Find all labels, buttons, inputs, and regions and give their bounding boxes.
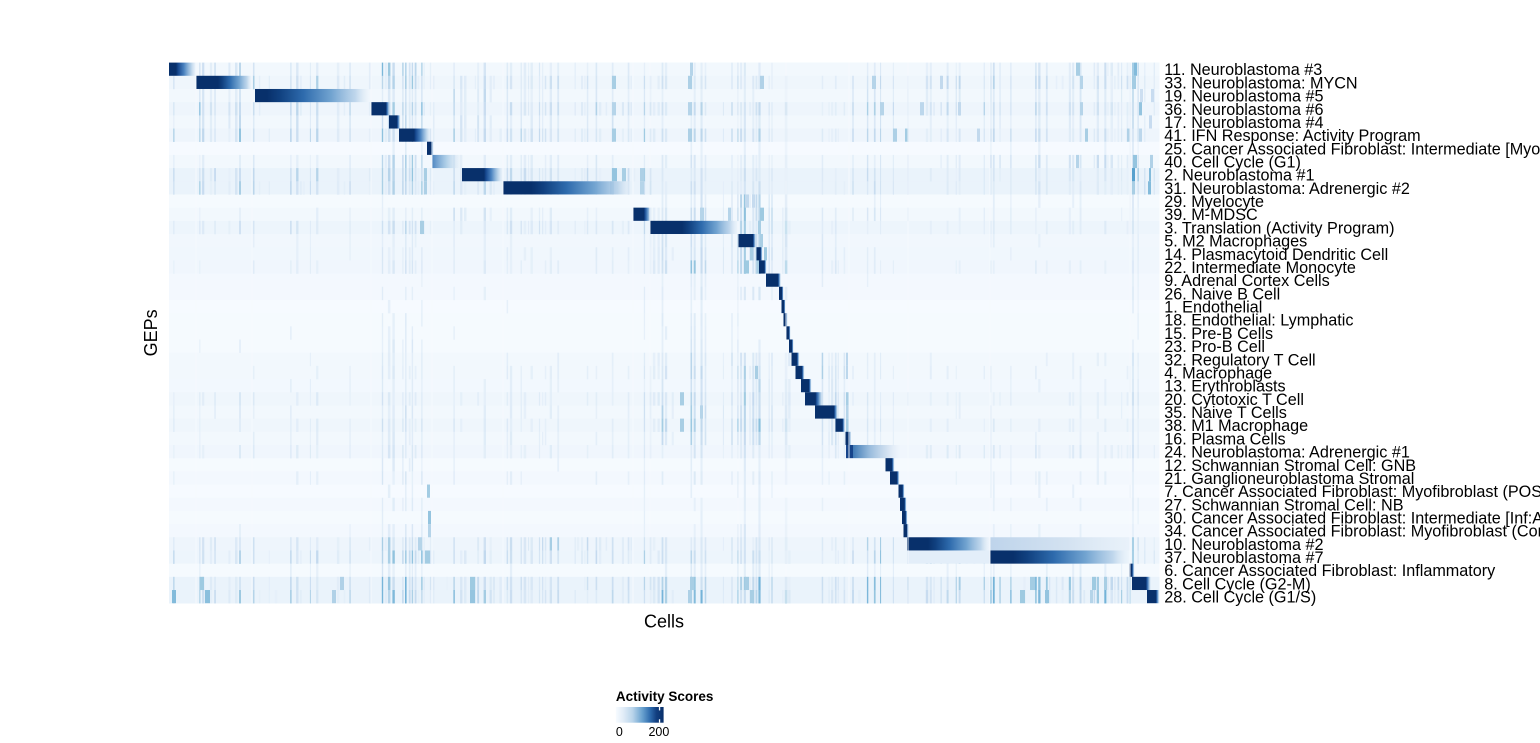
svg-text:36. Neuroblastoma #6: 36. Neuroblastoma #6 <box>1164 101 1323 119</box>
svg-text:30. Cancer Associated Fibrobla: 30. Cancer Associated Fibroblast: Interm… <box>1164 510 1540 528</box>
svg-text:19. Neuroblastoma #5: 19. Neuroblastoma #5 <box>1164 88 1323 106</box>
svg-text:200: 200 <box>648 725 669 739</box>
svg-text:23. Pro-B Cell: 23. Pro-B Cell <box>1164 338 1265 356</box>
svg-text:1. Endothelial: 1. Endothelial <box>1164 299 1262 317</box>
svg-text:20. Cytotoxic T Cell: 20. Cytotoxic T Cell <box>1164 391 1304 409</box>
svg-text:Cells: Cells <box>644 611 684 631</box>
svg-text:34. Cancer Associated Fibrobla: 34. Cancer Associated Fibroblast: Myofib… <box>1164 523 1540 541</box>
svg-text:28. Cell Cycle (G1/S): 28. Cell Cycle (G1/S) <box>1164 589 1316 607</box>
svg-text:25. Cancer Associated Fibrobla: 25. Cancer Associated Fibroblast: Interm… <box>1164 140 1540 158</box>
svg-text:8. Cell Cycle (G2-M): 8. Cell Cycle (G2-M) <box>1164 575 1311 593</box>
svg-text:39. M-MDSC: 39. M-MDSC <box>1164 206 1258 224</box>
svg-text:37. Neuroblastoma #7: 37. Neuroblastoma #7 <box>1164 549 1323 567</box>
svg-text:27. Schwannian Stromal Cell: N: 27. Schwannian Stromal Cell: NB <box>1164 496 1403 514</box>
svg-text:17. Neuroblastoma #4: 17. Neuroblastoma #4 <box>1164 114 1323 132</box>
svg-text:Activity Scores: Activity Scores <box>616 689 714 704</box>
svg-text:31. Neuroblastoma: Adrenergic: 31. Neuroblastoma: Adrenergic #2 <box>1164 180 1410 198</box>
svg-text:15. Pre-B Cells: 15. Pre-B Cells <box>1164 325 1273 343</box>
svg-text:6. Cancer Associated Fibroblas: 6. Cancer Associated Fibroblast: Inflamm… <box>1164 562 1496 580</box>
svg-text:9. Adrenal Cortex Cells: 9. Adrenal Cortex Cells <box>1164 272 1330 290</box>
svg-text:12. Schwannian Stromal Cell: G: 12. Schwannian Stromal Cell: GNB <box>1164 457 1416 475</box>
svg-text:24. Neuroblastoma: Adrenergic: 24. Neuroblastoma: Adrenergic #1 <box>1164 444 1410 462</box>
svg-text:32. Regulatory T Cell: 32. Regulatory T Cell <box>1164 351 1315 369</box>
svg-text:GEPs: GEPs <box>141 309 161 356</box>
svg-text:11. Neuroblastoma #3: 11. Neuroblastoma #3 <box>1164 61 1322 79</box>
svg-text:33. Neuroblastoma: MYCN: 33. Neuroblastoma: MYCN <box>1164 74 1357 92</box>
svg-text:21. Ganglioneuroblastoma Strom: 21. Ganglioneuroblastoma Stromal <box>1164 470 1414 488</box>
svg-text:35. Naive T Cells: 35. Naive T Cells <box>1164 404 1287 422</box>
svg-text:5. M2 Macrophages: 5. M2 Macrophages <box>1164 233 1307 251</box>
svg-text:0: 0 <box>616 725 623 739</box>
svg-text:4. Macrophage: 4. Macrophage <box>1164 364 1272 382</box>
svg-text:29. Myelocyte: 29. Myelocyte <box>1164 193 1264 211</box>
svg-text:2. Neuroblastoma #1: 2. Neuroblastoma #1 <box>1164 167 1314 185</box>
svg-text:16. Plasma Cells: 16. Plasma Cells <box>1164 430 1285 448</box>
svg-text:10. Neuroblastoma #2: 10. Neuroblastoma #2 <box>1164 536 1323 554</box>
svg-text:26. Naive B Cell: 26. Naive B Cell <box>1164 285 1280 303</box>
svg-text:38. M1 Macrophage: 38. M1 Macrophage <box>1164 417 1308 435</box>
svg-text:14. Plasmacytoid Dendritic Cel: 14. Plasmacytoid Dendritic Cell <box>1164 246 1388 264</box>
svg-text:18. Endothelial: Lymphatic: 18. Endothelial: Lymphatic <box>1164 312 1353 330</box>
svg-text:22. Intermediate Monocyte: 22. Intermediate Monocyte <box>1164 259 1356 277</box>
svg-text:40. Cell Cycle (G1): 40. Cell Cycle (G1) <box>1164 153 1301 171</box>
svg-text:13. Erythroblasts: 13. Erythroblasts <box>1164 378 1285 396</box>
svg-text:41. IFN Response: Activity Pro: 41. IFN Response: Activity Program <box>1164 127 1420 145</box>
svg-text:7. Cancer Associated Fibroblas: 7. Cancer Associated Fibroblast: Myofibr… <box>1164 483 1540 501</box>
svg-text:3. Translation (Activity Progr: 3. Translation (Activity Program) <box>1164 219 1394 237</box>
